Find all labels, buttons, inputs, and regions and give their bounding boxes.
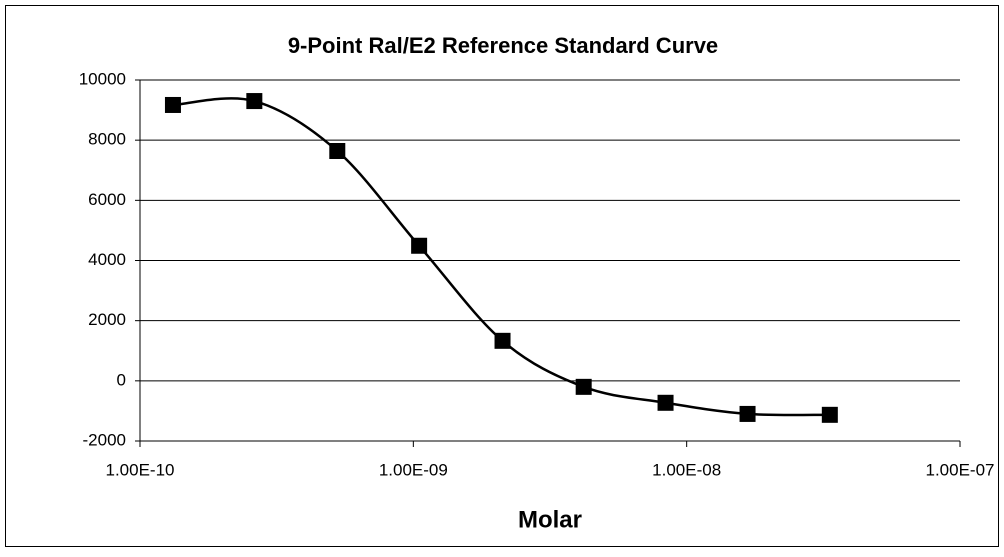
y-tick-label: 4000 xyxy=(88,250,126,269)
data-point xyxy=(739,405,756,422)
y-tick-label: 8000 xyxy=(88,130,126,149)
data-point xyxy=(164,96,181,113)
data-point xyxy=(246,93,263,110)
x-tick-label: 1.00E-08 xyxy=(652,460,721,479)
x-tick-label: 1.00E-10 xyxy=(106,460,175,479)
y-tick-label: 0 xyxy=(117,370,126,389)
chart-frame xyxy=(5,5,999,547)
x-tick-label: 1.00E-09 xyxy=(379,460,448,479)
data-point xyxy=(411,237,428,254)
y-tick-label: 10000 xyxy=(79,69,126,88)
data-point xyxy=(575,378,592,395)
data-point xyxy=(657,394,674,411)
y-tick-label: 6000 xyxy=(88,190,126,209)
data-point xyxy=(329,142,346,159)
x-tick-label: 1.00E-07 xyxy=(926,460,995,479)
data-point xyxy=(494,332,511,349)
data-point xyxy=(821,406,838,423)
y-tick-label: -2000 xyxy=(83,430,126,449)
x-axis-label: Molar xyxy=(518,506,582,533)
chart-title: 9-Point Ral/E2 Reference Standard Curve xyxy=(288,33,718,58)
y-tick-label: 2000 xyxy=(88,310,126,329)
